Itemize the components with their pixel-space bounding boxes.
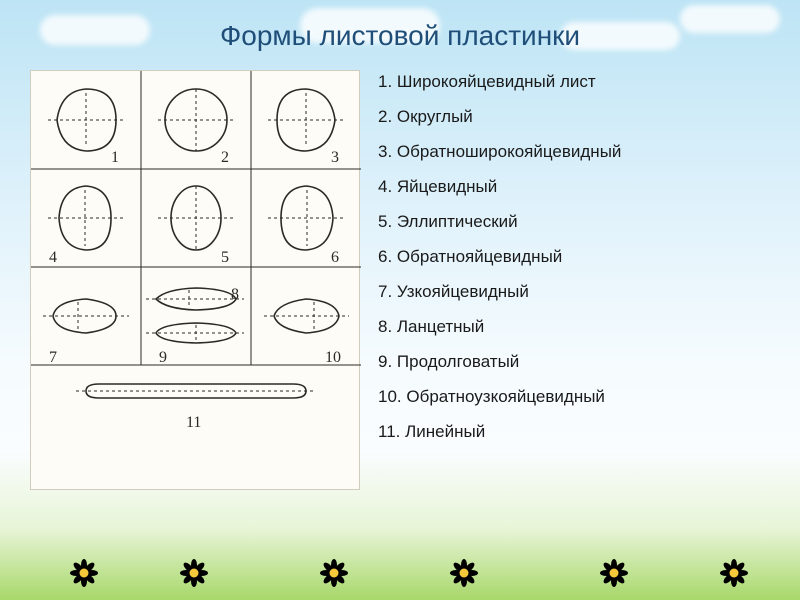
- shape-number: 8: [231, 286, 239, 304]
- shape-number: 3: [331, 149, 339, 167]
- list-item: 2. Округлый: [378, 107, 770, 127]
- list-item: 10. Обратноузкояйцевидный: [378, 387, 770, 407]
- list-item: 11. Линейный: [378, 422, 770, 442]
- daisy-flower: [70, 559, 98, 592]
- shape-number: 10: [325, 349, 341, 367]
- list-item: 1. Широкояйцевидный лист: [378, 72, 770, 92]
- shape-number: 11: [186, 414, 201, 432]
- shape-number: 2: [221, 149, 229, 167]
- daisy-flower: [450, 559, 478, 592]
- daisy-flower: [720, 559, 748, 592]
- shape-number: 7: [49, 349, 57, 367]
- list-item: 5. Эллиптический: [378, 212, 770, 232]
- slide-content: Формы листовой пластинки 1 2 3 4 5 6 7 8 9 10 11 1…: [0, 0, 800, 510]
- shape-number: 6: [331, 249, 339, 267]
- shape-number: 5: [221, 249, 229, 267]
- daisy-flower: [320, 559, 348, 592]
- list-item: 7. Узкояйцевидный: [378, 282, 770, 302]
- daisy-flower: [600, 559, 628, 592]
- shape-number: 4: [49, 249, 57, 267]
- shape-number: 1: [111, 149, 119, 167]
- shape-number: 9: [159, 349, 167, 367]
- leaf-shape-diagram: 1 2 3 4 5 6 7 8 9 10 11: [30, 70, 360, 490]
- list-item: 8. Ланцетный: [378, 317, 770, 337]
- list-item: 4. Яйцевидный: [378, 177, 770, 197]
- daisy-flower: [180, 559, 208, 592]
- slide-title: Формы листовой пластинки: [30, 20, 770, 52]
- list-item: 6. Обратнояйцевидный: [378, 247, 770, 267]
- list-item: 3. Обратноширокояйцевидный: [378, 142, 770, 162]
- leaf-shape-list: 1. Широкояйцевидный лист 2. Округлый 3. Об…: [378, 70, 770, 490]
- list-item: 9. Продолговатый: [378, 352, 770, 372]
